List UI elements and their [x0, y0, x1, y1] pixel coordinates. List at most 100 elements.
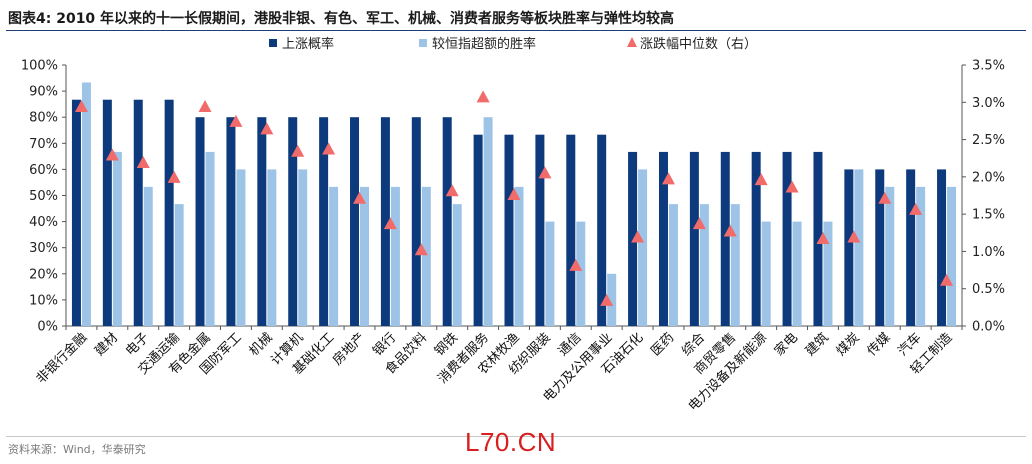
bar-up-probability [102, 99, 112, 326]
left-tick-label: 90% [29, 85, 58, 100]
right-tick-label: 0.5% [972, 282, 1005, 297]
bar-up-probability [535, 134, 545, 326]
bar-up-probability [442, 117, 452, 326]
bar-excess-win-rate [360, 186, 370, 326]
median-change-marker [692, 217, 706, 230]
bar-excess-win-rate [854, 169, 864, 326]
median-change-marker [291, 144, 305, 157]
bar-excess-win-rate [947, 186, 957, 326]
bar-excess-win-rate [483, 117, 493, 326]
category-label: 医药 [648, 330, 677, 359]
bar-excess-win-rate [329, 186, 339, 326]
bar-up-probability [473, 134, 483, 326]
bar-excess-win-rate [267, 169, 277, 326]
bar-up-probability [504, 134, 514, 326]
legend-swatch [419, 39, 427, 47]
bar-excess-win-rate [390, 186, 400, 326]
right-tick-label: 2.0% [972, 170, 1005, 185]
bar-up-probability [195, 117, 205, 326]
median-change-marker [198, 100, 212, 113]
bar-up-probability [751, 151, 761, 326]
category-label: 煤炭 [834, 330, 863, 359]
bar-up-probability [844, 169, 854, 326]
bar-excess-win-rate [545, 221, 555, 326]
bar-up-probability [411, 117, 421, 326]
bar-up-probability [164, 99, 174, 326]
bar-up-probability [720, 151, 730, 326]
median-change-marker [878, 191, 892, 204]
median-change-marker [909, 202, 923, 215]
bar-up-probability [628, 151, 638, 326]
bar-up-probability [689, 151, 699, 326]
bar-excess-win-rate [174, 204, 184, 326]
left-tick-label: 10% [29, 293, 58, 308]
bar-excess-win-rate [792, 221, 802, 326]
median-change-marker [538, 166, 552, 179]
left-tick-label: 60% [29, 163, 58, 178]
bar-excess-win-rate [298, 169, 308, 326]
category-label: 房地产 [329, 330, 368, 369]
median-change-marker [507, 188, 521, 201]
bar-excess-win-rate [638, 169, 648, 326]
bar-up-probability [71, 99, 81, 326]
median-change-marker [847, 230, 861, 243]
median-change-marker [167, 170, 181, 183]
bar-excess-win-rate [823, 221, 833, 326]
bar-excess-win-rate [916, 186, 926, 326]
median-change-marker [661, 172, 675, 185]
bar-excess-win-rate [668, 204, 678, 326]
right-tick-label: 1.0% [972, 245, 1005, 260]
bar-excess-win-rate [730, 204, 740, 326]
watermark: L70.CN [465, 427, 557, 457]
bar-excess-win-rate [81, 82, 91, 326]
divider [6, 436, 1026, 437]
legend-swatch [269, 39, 277, 47]
bar-up-probability [597, 134, 607, 326]
right-tick-label: 0.0% [972, 320, 1005, 335]
left-tick-label: 70% [29, 137, 58, 152]
left-tick-label: 50% [29, 189, 58, 204]
bar-up-probability [380, 117, 390, 326]
source-note: 资料来源：Wind，华泰研究 [8, 443, 146, 456]
legend-label: 较恒指超额的胜率 [432, 36, 536, 52]
median-change-marker [445, 184, 459, 197]
category-label: 非银行金融 [33, 330, 90, 387]
bar-up-probability [319, 117, 329, 326]
right-tick-label: 1.5% [972, 208, 1005, 223]
median-change-marker [569, 258, 583, 271]
median-change-marker [322, 142, 336, 155]
median-change-marker [414, 243, 428, 256]
right-tick-label: 3.0% [972, 96, 1005, 111]
left-tick-label: 0% [37, 320, 58, 335]
median-change-marker [816, 232, 830, 245]
median-change-marker [383, 217, 397, 230]
bar-up-probability [906, 169, 916, 326]
bar-up-probability [133, 99, 143, 326]
bar-excess-win-rate [576, 221, 586, 326]
median-change-marker [476, 90, 490, 103]
bar-excess-win-rate [205, 151, 215, 326]
right-tick-label: 2.5% [972, 133, 1005, 148]
bar-up-probability [257, 117, 267, 326]
left-tick-label: 100% [21, 59, 58, 74]
left-tick-label: 30% [29, 241, 58, 256]
category-label: 传媒 [865, 330, 894, 359]
bar-up-probability [813, 151, 823, 326]
bar-up-probability [658, 151, 668, 326]
bar-excess-win-rate [761, 221, 771, 326]
bar-excess-win-rate [236, 169, 246, 326]
bar-up-probability [350, 117, 360, 326]
bar-excess-win-rate [112, 151, 122, 326]
median-change-marker [353, 191, 367, 204]
bar-excess-win-rate [452, 204, 462, 326]
left-tick-label: 20% [29, 267, 58, 282]
median-change-marker [785, 180, 799, 193]
category-label: 建材 [92, 330, 121, 359]
median-change-marker [260, 122, 274, 135]
bar-up-probability [875, 169, 885, 326]
category-label: 建筑 [802, 330, 832, 360]
bar-up-probability [937, 169, 947, 326]
left-tick-label: 80% [29, 111, 58, 126]
title-bar: 图表4: 2010 年以来的十一长假期间，港股非银、有色、军工、机械、消费者服务… [6, 4, 1026, 31]
bar-up-probability [226, 117, 236, 326]
